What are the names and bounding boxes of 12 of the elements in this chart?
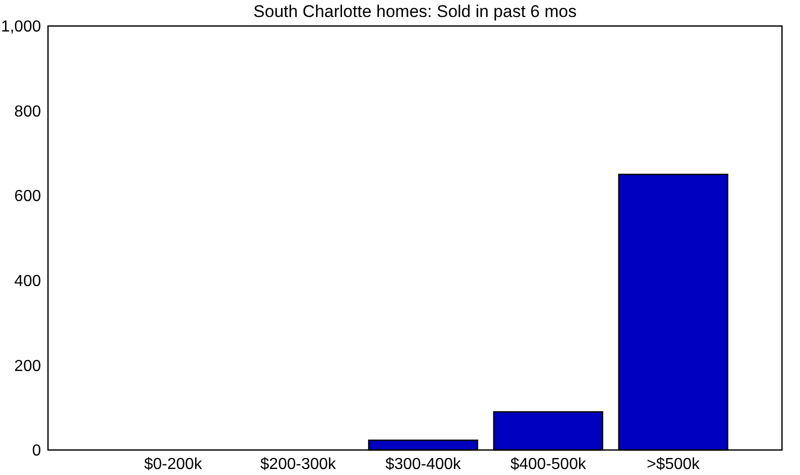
y-tick-label: 1,000 bbox=[0, 18, 42, 36]
x-tick-label: >$500k bbox=[646, 456, 701, 473]
x-tick-label: $300-400k bbox=[385, 456, 462, 473]
x-tick-label: $0-200k bbox=[144, 456, 203, 473]
y-tick-label: 400 bbox=[14, 273, 42, 290]
chart-title: South Charlotte homes: Sold in past 6 mos bbox=[253, 2, 577, 21]
y-tick-label: 200 bbox=[14, 358, 42, 375]
y-tick-label: 600 bbox=[14, 188, 42, 206]
x-tick-label: $400-500k bbox=[510, 456, 587, 473]
y-tick-label: 800 bbox=[14, 103, 42, 120]
x-tick-label: $200-300k bbox=[260, 456, 337, 473]
y-tick-label: 0 bbox=[32, 442, 42, 460]
